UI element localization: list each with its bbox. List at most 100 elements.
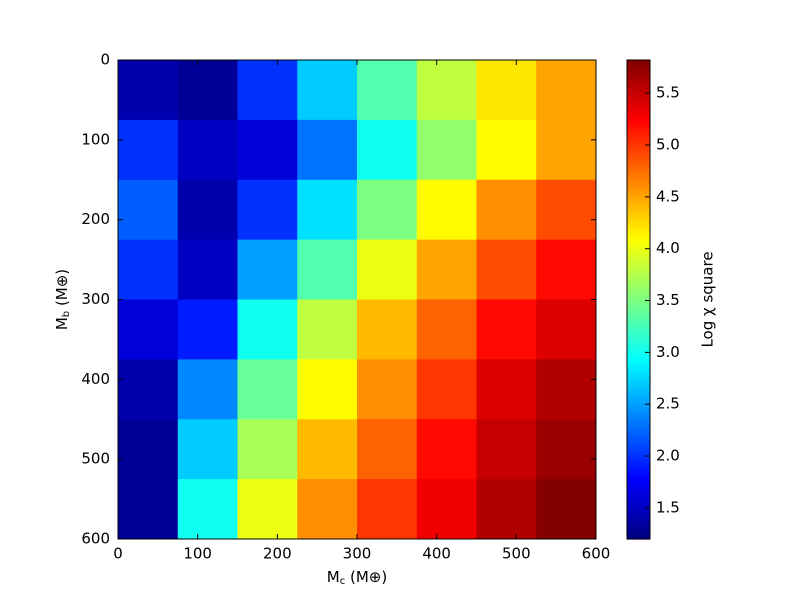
colorbar-step xyxy=(627,531,650,536)
x-axis-label-part: c xyxy=(340,576,346,587)
heat-cell xyxy=(476,239,537,300)
heat-cell xyxy=(357,419,418,480)
heat-cell xyxy=(536,179,597,241)
colorbar-step xyxy=(627,267,650,273)
heat-cell xyxy=(536,239,597,300)
colorbar-step xyxy=(627,275,650,281)
heat-cell xyxy=(118,299,179,360)
x-tick-label: 200 xyxy=(263,545,292,563)
heat-cell xyxy=(357,299,418,360)
heat-cell xyxy=(416,119,477,181)
colorbar-step xyxy=(627,255,650,261)
x-tick-label: 400 xyxy=(422,545,451,563)
heat-cell xyxy=(118,119,179,181)
colorbar-step xyxy=(627,147,650,153)
heat-cell xyxy=(357,60,418,121)
colorbar-step xyxy=(627,191,650,197)
heat-cell xyxy=(177,179,238,241)
colorbar-step xyxy=(627,383,650,388)
colorbar-step xyxy=(627,527,650,532)
colorbar-step xyxy=(627,403,650,408)
colorbar-step xyxy=(627,215,650,221)
colorbar-step xyxy=(627,339,650,345)
colorbar-step xyxy=(627,135,650,141)
y-tick-label: 100 xyxy=(81,130,110,148)
colorbar-step xyxy=(627,259,650,265)
colorbar-step xyxy=(627,411,650,416)
colorbar-step xyxy=(627,519,650,524)
colorbar: 1.5 2.0 2.5 3.0 3.5 4.0 4.5 5.0 5.5 Log χ square xyxy=(626,59,717,540)
heat-cell xyxy=(237,359,298,420)
y-tick-label: 600 xyxy=(81,530,110,548)
colorbar-label: Log χ square xyxy=(699,251,717,347)
colorbar-step xyxy=(627,315,650,321)
heat-cell xyxy=(177,119,238,181)
colorbar-tick-label: 3.0 xyxy=(656,343,680,361)
heat-cell xyxy=(297,359,358,420)
colorbar-step xyxy=(627,239,650,245)
heat-cell xyxy=(357,359,418,420)
colorbar-step xyxy=(627,175,650,181)
colorbar-step xyxy=(627,251,650,257)
colorbar-step xyxy=(627,447,650,452)
colorbar-step xyxy=(627,167,650,173)
heat-cell xyxy=(476,359,537,420)
x-axis-label-part: M xyxy=(327,568,340,586)
colorbar-step xyxy=(627,443,650,448)
colorbar-step xyxy=(627,115,650,121)
colorbar-step xyxy=(627,307,650,313)
heat-cell xyxy=(536,359,597,420)
colorbar-step xyxy=(627,119,650,125)
colorbar-step xyxy=(627,303,650,309)
y-axis-label-part: M xyxy=(53,317,71,330)
colorbar-step xyxy=(627,63,650,69)
colorbar-step xyxy=(627,511,650,516)
colorbar-step xyxy=(627,395,650,400)
heat-cell xyxy=(297,119,358,181)
colorbar-step xyxy=(627,299,650,305)
heat-cell xyxy=(476,419,537,480)
colorbar-step xyxy=(627,399,650,404)
heat-cell xyxy=(177,479,238,540)
colorbar-step xyxy=(627,355,650,360)
x-tick-label: 100 xyxy=(183,545,212,563)
colorbar-step xyxy=(627,291,650,297)
colorbar-tick-label: 5.5 xyxy=(656,84,680,102)
colorbar-step xyxy=(627,371,650,376)
colorbar-step xyxy=(627,351,650,356)
colorbar-step xyxy=(627,487,650,492)
y-tick-label: 300 xyxy=(81,290,110,308)
colorbar-step xyxy=(627,379,650,384)
colorbar-step xyxy=(627,347,650,352)
heat-cell xyxy=(476,179,537,241)
colorbar-step xyxy=(627,159,650,165)
colorbar-step xyxy=(627,507,650,512)
colorbar-step xyxy=(627,311,650,317)
colorbar-step xyxy=(627,155,650,161)
colorbar-step xyxy=(627,263,650,269)
heat-cell xyxy=(416,359,477,420)
colorbar-step xyxy=(627,359,650,364)
heat-cell xyxy=(118,60,179,121)
colorbar-step xyxy=(627,499,650,504)
y-axis-label-part: b xyxy=(61,311,72,317)
heat-cell xyxy=(357,119,418,181)
colorbar-step xyxy=(627,439,650,444)
colorbar-step xyxy=(627,363,650,368)
x-axis-label: Mc (M⊕) xyxy=(327,568,387,588)
colorbar-step xyxy=(627,471,650,476)
colorbar-step xyxy=(627,111,650,117)
colorbar-step xyxy=(627,227,650,233)
heat-cell xyxy=(476,479,537,540)
colorbar-step xyxy=(627,219,650,225)
colorbar-step xyxy=(627,199,650,205)
colorbar-step xyxy=(627,211,650,217)
colorbar-step xyxy=(627,535,650,540)
colorbar-step xyxy=(627,295,650,301)
heat-cell xyxy=(476,299,537,360)
colorbar-step xyxy=(627,431,650,436)
heat-cell xyxy=(237,299,298,360)
colorbar-tick-label: 2.5 xyxy=(656,395,680,413)
heat-cell xyxy=(118,359,179,420)
colorbar-step xyxy=(627,127,650,133)
